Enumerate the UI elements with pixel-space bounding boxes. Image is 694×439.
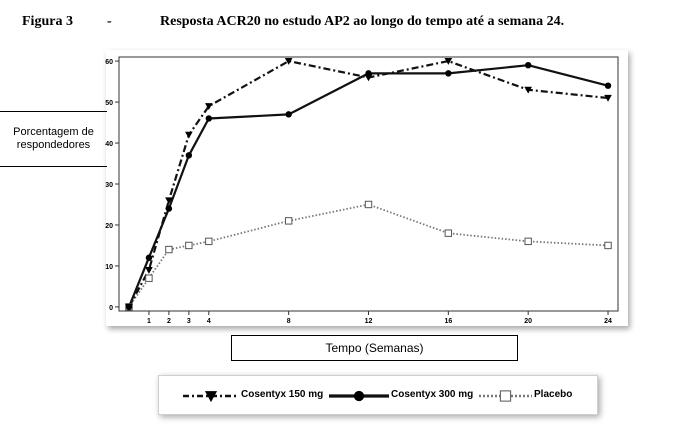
y-tick-label: 60 [105, 59, 113, 66]
y-tick-label: 40 [105, 141, 113, 148]
legend-label-placebo: Placebo [534, 389, 573, 400]
x-tick-label: 3 [187, 318, 191, 325]
x-tick-label: 2 [167, 318, 171, 325]
x-tick-label: 1 [147, 318, 151, 325]
figure-dash: - [107, 14, 112, 29]
y-axis-label-box: Porcentagem de respondedores [0, 111, 107, 167]
point-cosentyx-300 [165, 205, 173, 212]
point-cosentyx-150 [185, 131, 193, 139]
point-cosentyx-300 [125, 303, 133, 311]
point-placebo [284, 217, 293, 225]
point-cosentyx-150 [364, 74, 373, 82]
point-cosentyx-150 [205, 103, 213, 110]
y-tick-label: 0 [109, 305, 113, 312]
point-cosentyx-150 [444, 58, 453, 65]
x-tick-label: 16 [444, 318, 452, 325]
x-axis-label-box: Tempo (Semanas) [231, 335, 518, 361]
legend-marker-cosentyx-150 [204, 391, 218, 403]
y-tick-label: 30 [105, 182, 113, 189]
point-placebo [205, 237, 213, 246]
point-placebo [364, 200, 373, 209]
x-tick-label: 24 [604, 318, 612, 325]
legend: Cosentyx 150 mg Cosentyx 300 mg Placebo [158, 375, 598, 415]
figure-title: Resposta ACR20 no estudo AP2 ao longo do… [160, 14, 565, 29]
point-placebo [185, 241, 193, 250]
legend-symbols [183, 390, 532, 403]
chart-frame [106, 50, 628, 326]
point-cosentyx-150 [524, 86, 532, 94]
point-cosentyx-300 [445, 70, 452, 77]
point-cosentyx-150 [604, 94, 612, 102]
y-axis-label: Porcentagem de respondedores [13, 126, 94, 151]
y-tick-label: 50 [105, 100, 113, 107]
y-tick-label: 20 [105, 223, 113, 230]
point-cosentyx-150 [145, 266, 153, 274]
legend-label-cosentyx-150: Cosentyx 150 mg [241, 389, 324, 400]
x-tick-label: 20 [524, 318, 532, 325]
x-tick-label: 8 [287, 318, 291, 325]
series-line-placebo [128, 203, 609, 308]
point-cosentyx-300 [365, 70, 372, 77]
point-cosentyx-300 [524, 61, 532, 69]
y-tick-label: 10 [105, 264, 113, 271]
legend-marker-cosentyx-300 [353, 390, 365, 402]
point-cosentyx-300 [185, 152, 193, 159]
point-cosentyx-150 [284, 58, 293, 65]
point-cosentyx-300 [285, 111, 292, 118]
x-tick-label: 12 [365, 318, 373, 325]
point-placebo [524, 237, 532, 246]
point-cosentyx-300 [205, 115, 213, 122]
point-placebo [145, 274, 153, 282]
point-cosentyx-150 [165, 197, 173, 205]
point-cosentyx-300 [145, 254, 153, 261]
series-line-cosentyx-300 [127, 64, 609, 308]
legend-marker-placebo [499, 390, 512, 402]
point-placebo [165, 245, 173, 254]
legend-label-cosentyx-300: Cosentyx 300 mg [391, 389, 474, 400]
point-cosentyx-300 [604, 82, 612, 89]
x-axis-label: Tempo (Semanas) [325, 341, 424, 355]
point-placebo [604, 241, 612, 250]
figure-label: Figura 3 [22, 14, 73, 29]
x-tick-label: 4 [207, 318, 211, 325]
point-placebo [444, 229, 453, 237]
